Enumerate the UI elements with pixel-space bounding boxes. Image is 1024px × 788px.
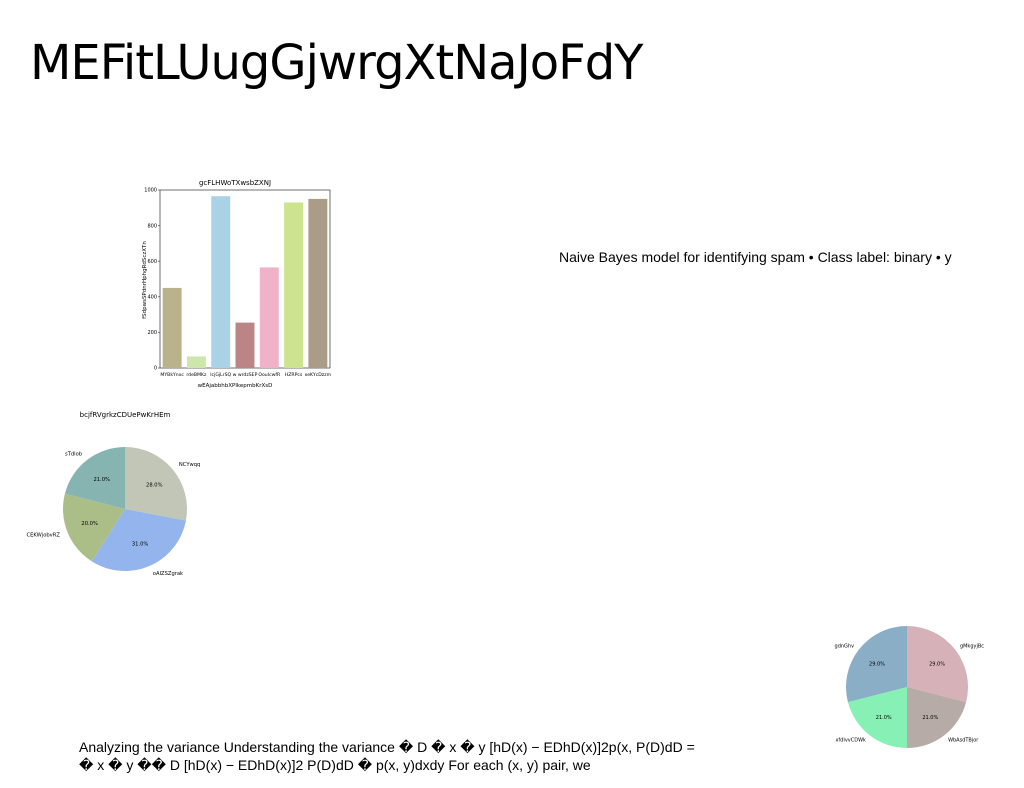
bottom-note: Analyzing the variance Understanding the… <box>79 739 695 773</box>
bar-1 <box>162 287 182 368</box>
pie2-slice-3 <box>847 687 907 748</box>
pie-chart-2-marks: 29.0% gMkgyjBc 21.0% WbAsdTBjor 21.0% xfdIvvC… <box>835 626 984 748</box>
pie2-slice-label: WbAsdTBjor <box>948 738 979 744</box>
pie2-pct-label: 21.0% <box>876 715 892 721</box>
pie2-slice-label: gMkgyjBc <box>960 644 984 650</box>
pie2-slice-1 <box>907 626 968 703</box>
pie2-pct-label: 29.0% <box>869 661 885 667</box>
bar-ticks: MYBkYnxc rdeBMKz lcjGjLrSQ w wrdzSEP OouIcwf… <box>144 188 331 378</box>
pie-chart-1-svg: bcjfRVgrkzCDUePwKrHEm 28.0% NCYwqq 31.0% oA… <box>27 411 201 577</box>
bar-chart-title: gcFLHWoTXwsbZXNJ <box>199 179 271 187</box>
pie1-pct-label: 21.0% <box>93 477 110 483</box>
pie1-slice-label: NCYwqq <box>179 462 200 468</box>
bar-chart-ylabel: fSdpwsSPdnrHphgRdSczXTn <box>142 241 148 319</box>
bar-ytick-label: 800 <box>147 223 157 229</box>
bar-5 <box>259 267 279 368</box>
pie1-slice-label: sTdlob <box>65 452 83 458</box>
pie-chart-1-marks: 28.0% NCYwqq 31.0% oAIZSZgrak 20.0% CEKWjobvR… <box>27 447 200 577</box>
pie-chart-1-title: bcjfRVgrkzCDUePwKrHEm <box>80 411 171 419</box>
pie2-slice-label: xfdIvvCDWk <box>835 738 866 744</box>
pie1-slice-2 <box>91 509 186 571</box>
bar-ytick-label: 1000 <box>144 188 157 194</box>
bar-category-label: OouIcwfR <box>258 372 281 378</box>
bar-chart-svg: MYBkYnxc rdeBMKz lcjGjLrSQ w wrdzSEP OouIcwf… <box>142 179 332 389</box>
pie1-slice-label: CEKWjobvRZ <box>27 533 61 539</box>
pie1-slice-3 <box>62 493 125 562</box>
bar-2 <box>186 356 206 368</box>
pie-chart-2: 29.0% gMkgyjBc 21.0% WbAsdTBjor 21.0% xfdIvvC… <box>830 605 990 765</box>
bar-chart: MYBkYnxc rdeBMKz lcjGjLrSQ w wrdzSEP OouIcwf… <box>140 174 340 394</box>
bar-ytick-label: 400 <box>147 295 157 301</box>
pie1-slice-label: oAIZSZgrak <box>153 571 183 577</box>
pie2-pct-label: 21.0% <box>922 715 938 721</box>
bar-category-label: rdeBMKz <box>186 372 207 378</box>
pie-chart-2-svg: 29.0% gMkgyjBc 21.0% WbAsdTBjor 21.0% xfdIvvC… <box>835 626 984 748</box>
bar-category-label: xeKYcDzzm <box>305 372 332 378</box>
pie2-pct-label: 29.0% <box>929 661 945 667</box>
bar-ytick-label: 600 <box>147 259 157 265</box>
bar-6 <box>284 202 304 368</box>
bar-marks <box>159 189 331 369</box>
bar-category-label: lcjGjLrSQ <box>210 372 231 378</box>
side-note: Naive Bayes model for identifying spam •… <box>559 249 952 265</box>
bar-3 <box>211 196 231 368</box>
bar-4 <box>235 322 255 368</box>
bar-category-label: HZRPcs <box>285 372 303 378</box>
pie2-slice-4 <box>846 626 907 703</box>
pie2-slice-label: gdnGhv <box>835 644 855 650</box>
pie1-slice-1 <box>125 447 187 521</box>
pie1-pct-label: 28.0% <box>146 483 163 489</box>
bar-ytick-label: 0 <box>154 366 157 372</box>
pie2-slice-2 <box>907 687 967 748</box>
bar-7 <box>308 198 328 368</box>
pie1-pct-label: 31.0% <box>132 542 149 548</box>
bar-chart-xlabel: wEAjabbhbXPlkepmbKrXsD <box>198 383 273 389</box>
bar-category-label: w wrdzSEP <box>233 372 258 378</box>
page-title: MEFitLUugGjwrgXtNaJoFdY <box>30 35 643 91</box>
pie-chart-1: bcjfRVgrkzCDUePwKrHEm 28.0% NCYwqq 31.0% oA… <box>22 405 222 595</box>
bar-ytick-label: 200 <box>147 330 157 336</box>
bar-category-label: MYBkYnxc <box>160 372 184 378</box>
pie1-pct-label: 20.0% <box>81 521 98 527</box>
pie1-slice-4 <box>64 447 125 509</box>
